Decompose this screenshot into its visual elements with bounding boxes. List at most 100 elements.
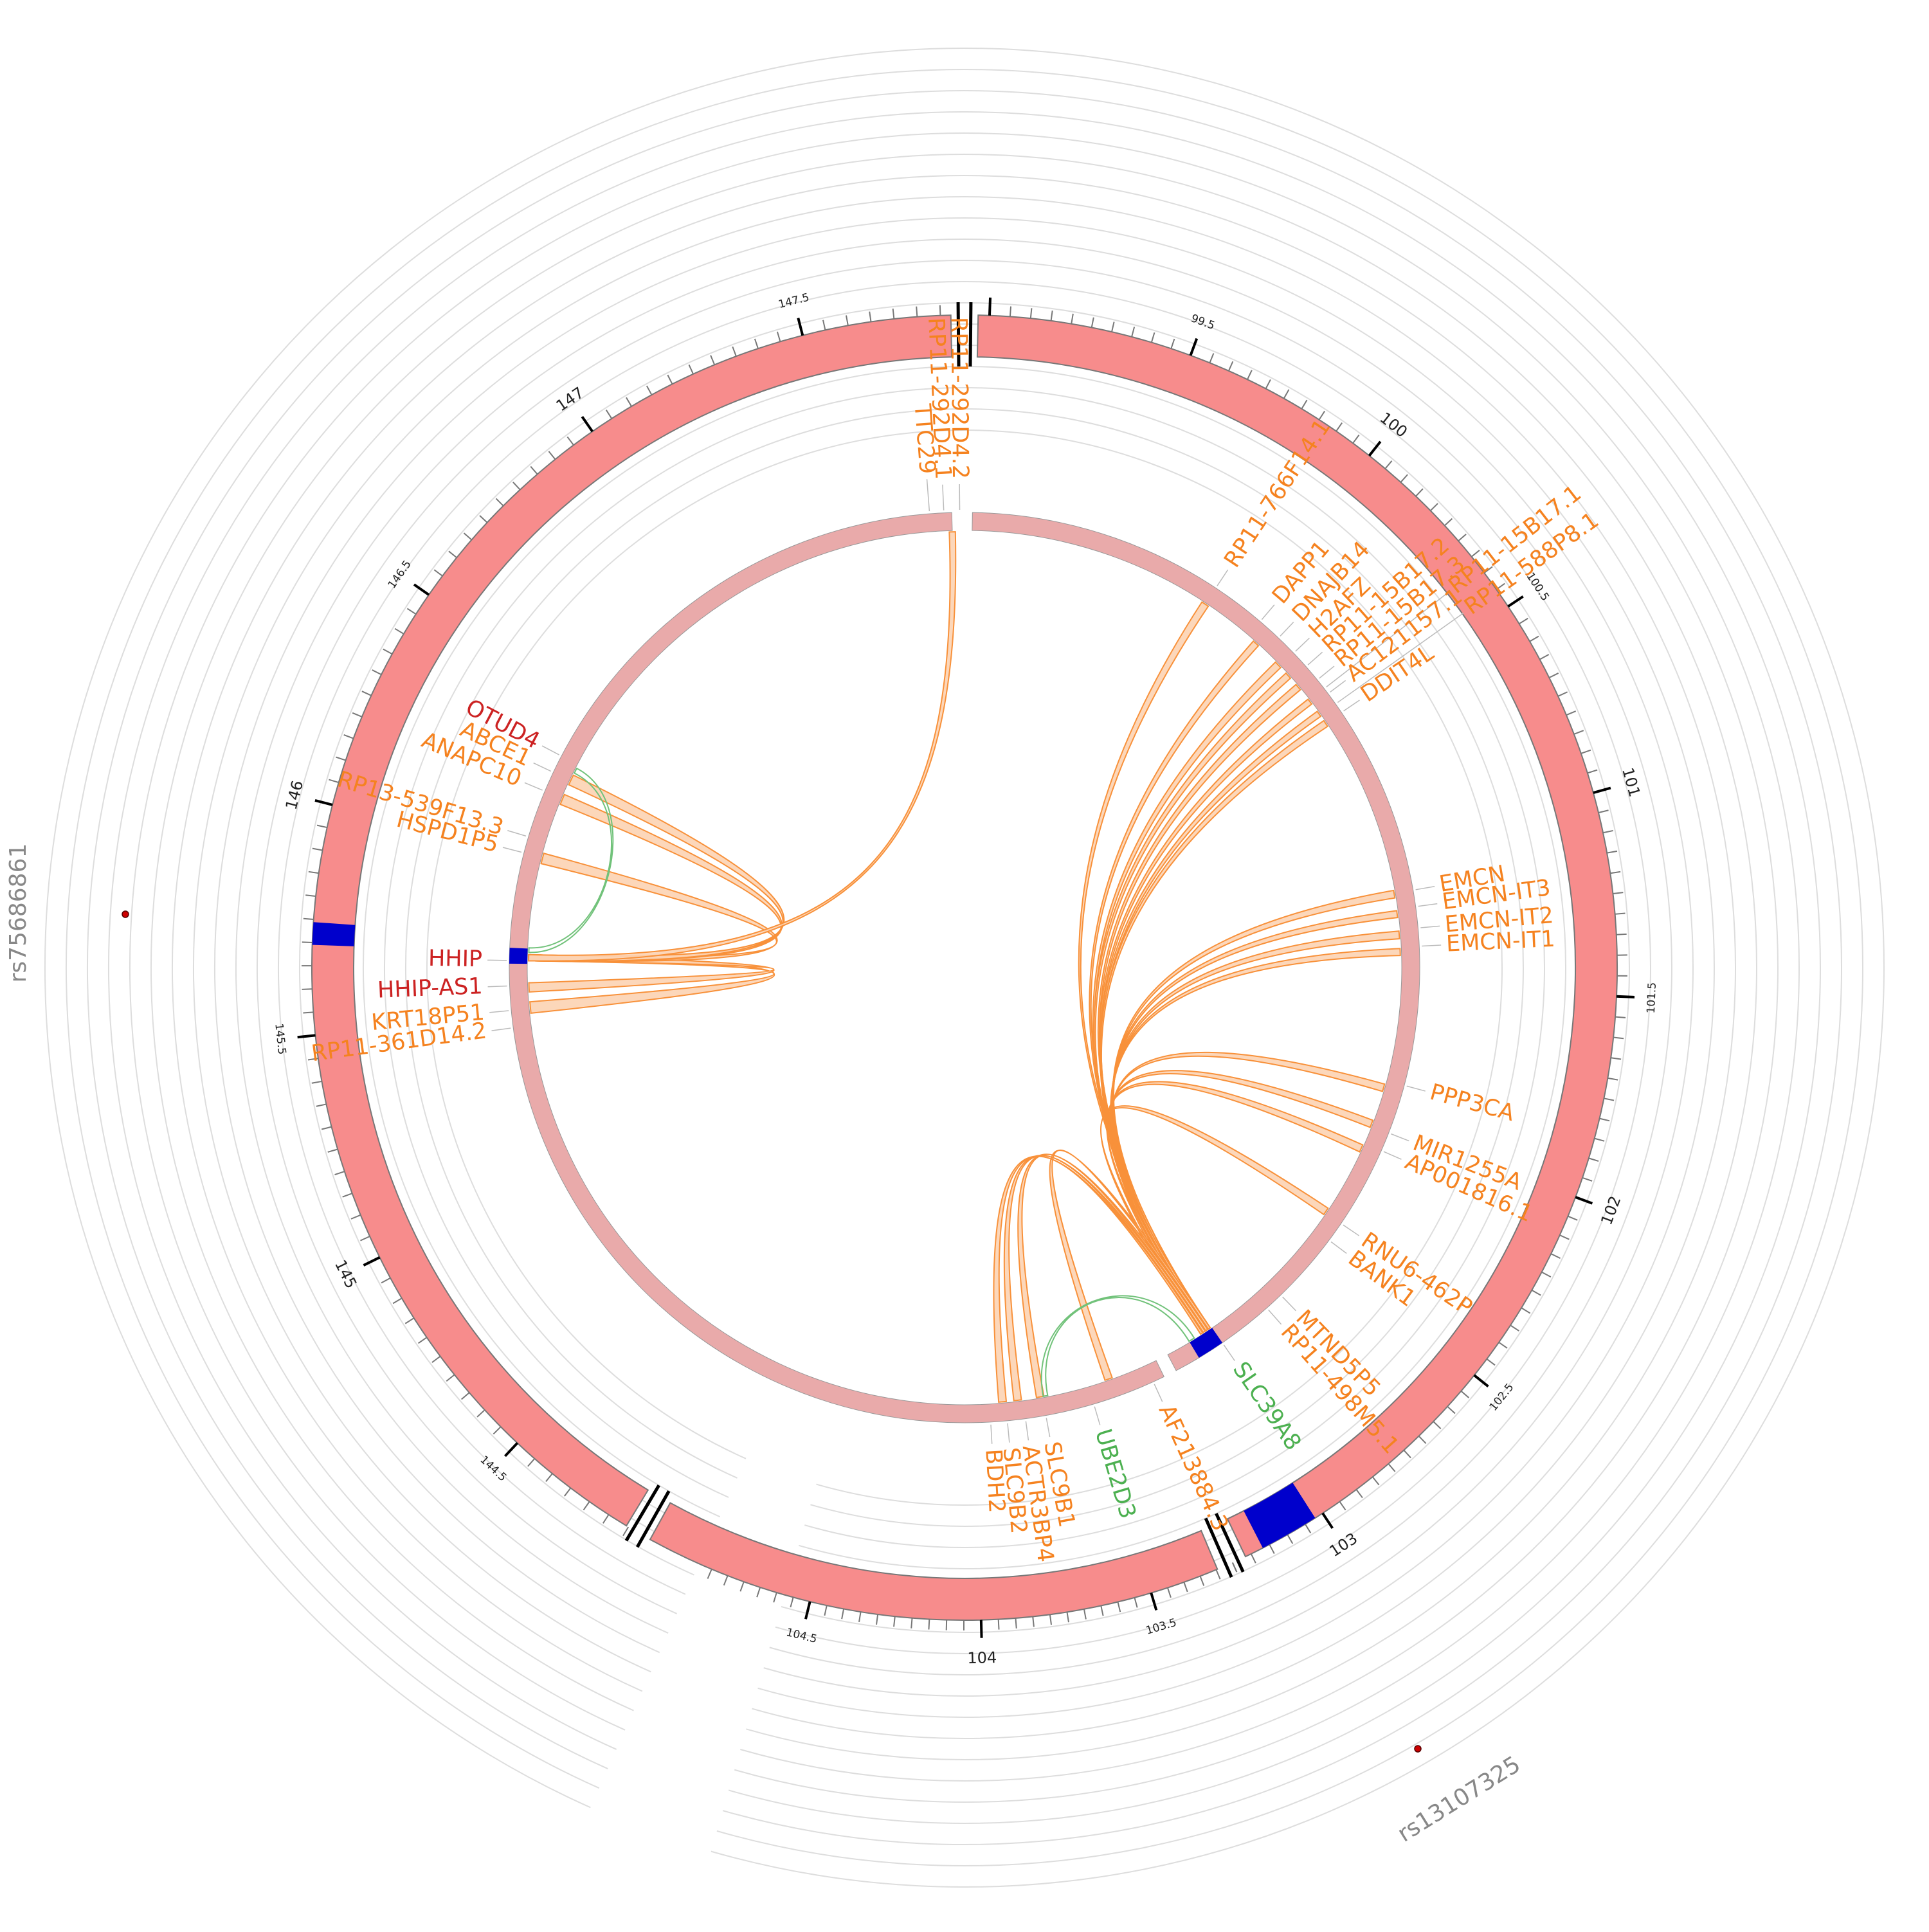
gene-leader-line xyxy=(542,746,559,755)
gene-label: RP11-292D4.2 xyxy=(945,317,973,479)
tick-label: 145 xyxy=(331,1257,360,1291)
gene-leader-line xyxy=(534,763,551,772)
tick-mark xyxy=(1603,831,1613,833)
tick-mark xyxy=(1015,1618,1016,1629)
tick-mark xyxy=(1132,327,1134,336)
gene-leader-line xyxy=(489,1011,509,1013)
tick-mark xyxy=(846,316,848,326)
tick-mark xyxy=(322,1127,332,1130)
tick-mark xyxy=(405,1318,413,1324)
tick-mark xyxy=(419,1337,427,1343)
tick-mark xyxy=(806,1602,810,1619)
tick-mark xyxy=(1200,1576,1204,1586)
gene-leader-line xyxy=(1344,700,1360,711)
tick-mark xyxy=(1229,361,1233,371)
tick-mark xyxy=(1152,332,1155,342)
tick-mark xyxy=(893,309,894,319)
tick-mark xyxy=(859,1612,861,1622)
tick-mark xyxy=(1574,730,1584,734)
tick-mark xyxy=(1575,1197,1592,1204)
gene-leader-line xyxy=(507,831,526,836)
gene-label: TTC29 xyxy=(909,402,940,475)
grid-ring xyxy=(278,282,1651,1654)
tick-mark xyxy=(1266,379,1271,388)
gene-leader-line xyxy=(927,479,930,511)
gene-leader-line xyxy=(1046,1418,1049,1438)
gene-leader-line xyxy=(1008,1423,1010,1443)
tick-mark xyxy=(1608,1078,1618,1080)
tick-mark xyxy=(414,584,429,595)
tick-mark xyxy=(1532,1290,1541,1296)
tick-mark xyxy=(432,1357,440,1363)
gene-label: SLC39A8 xyxy=(1227,1357,1306,1455)
interaction-link xyxy=(1100,721,1328,1334)
tick-mark xyxy=(981,1620,982,1638)
tick-mark xyxy=(493,1427,500,1434)
tick-label: 103 xyxy=(1327,1530,1361,1561)
tick-mark xyxy=(1233,1562,1237,1572)
gene-leader-line xyxy=(1026,1422,1028,1441)
tick-mark xyxy=(1549,673,1558,678)
tick-mark xyxy=(869,312,871,322)
tick-mark xyxy=(1419,1436,1426,1443)
tick-mark xyxy=(1191,339,1197,356)
tick-mark xyxy=(302,942,312,943)
tick-mark xyxy=(316,1104,327,1106)
tick-mark xyxy=(1284,390,1289,399)
tick-mark xyxy=(1551,1254,1560,1258)
tick-mark xyxy=(1611,1058,1621,1059)
gene-leader-line xyxy=(1154,1384,1162,1402)
gene-label: BDH2 xyxy=(980,1449,1010,1514)
tick-mark xyxy=(1051,311,1053,321)
tick-mark xyxy=(623,1527,628,1536)
gene-leader-line xyxy=(1407,1086,1426,1091)
tick-mark xyxy=(911,1618,912,1629)
gene-leader-line xyxy=(1280,622,1294,636)
tick-mark xyxy=(344,735,354,739)
tick-mark xyxy=(894,1616,895,1627)
tick-mark xyxy=(1613,1038,1624,1039)
tick-mark xyxy=(317,826,327,827)
gene-leader-line xyxy=(488,986,507,987)
tick-mark xyxy=(530,466,537,474)
tick-mark xyxy=(1084,1609,1086,1620)
tick-mark xyxy=(647,386,652,395)
tick-mark xyxy=(312,849,323,851)
tick-mark xyxy=(480,516,487,523)
gene-leader-line xyxy=(1217,570,1228,586)
tick-label: 145.5 xyxy=(272,1023,288,1055)
outer-band-segment xyxy=(650,1503,1217,1620)
tick-label: 144.5 xyxy=(477,1454,509,1485)
gene-leader-line xyxy=(1319,666,1334,678)
tick-mark xyxy=(434,570,442,576)
tick-label: 147.5 xyxy=(777,291,811,311)
tick-mark xyxy=(1588,770,1597,773)
tick-mark xyxy=(1216,1569,1220,1579)
gene-leader-line xyxy=(1331,1242,1346,1254)
tick-mark xyxy=(462,1393,469,1399)
highlight-block xyxy=(312,922,356,946)
tick-mark xyxy=(1431,503,1438,510)
tick-mark xyxy=(546,1474,552,1481)
tick-mark xyxy=(1269,1544,1274,1553)
tick-mark xyxy=(1542,1272,1551,1277)
tick-mark xyxy=(603,1515,609,1523)
tick-mark xyxy=(1385,461,1391,469)
interaction-link xyxy=(529,532,955,961)
tick-mark xyxy=(1118,1602,1120,1612)
tick-mark xyxy=(352,713,362,717)
tick-mark xyxy=(842,1609,844,1619)
snp-dot xyxy=(1415,1746,1421,1752)
tick-mark xyxy=(916,307,917,317)
tick-mark xyxy=(1508,597,1523,606)
tick-mark xyxy=(1305,1524,1310,1533)
tick-mark xyxy=(407,608,415,614)
tick-mark xyxy=(1519,618,1528,624)
tick-mark xyxy=(1067,1612,1069,1622)
tick-mark xyxy=(1356,1490,1363,1498)
tick-mark xyxy=(1400,474,1408,482)
tick-mark xyxy=(1510,1325,1519,1331)
tick-mark xyxy=(1593,788,1611,793)
tick-mark xyxy=(798,318,802,336)
